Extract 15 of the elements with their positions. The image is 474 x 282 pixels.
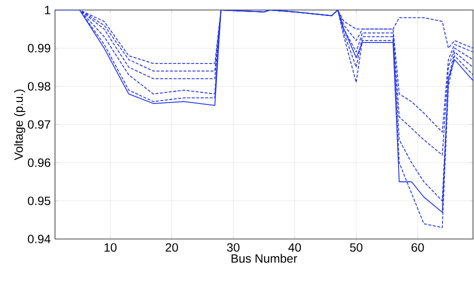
- x-tick-label: 40: [288, 243, 301, 252]
- y-tick-label: 0.95: [28, 196, 50, 206]
- x-tick-label: 60: [412, 243, 424, 252]
- x-tick-label: 10: [104, 243, 117, 252]
- x-tick-label: 20: [166, 243, 178, 252]
- y-tick-label: 0.98: [28, 82, 50, 91]
- y-tick-label: 0.96: [28, 158, 50, 167]
- y-tick-label: 0.99: [28, 44, 50, 52]
- y-tick-label: 1: [45, 6, 50, 14]
- x-tick-label: 30: [227, 243, 240, 252]
- y-tick-label: 0.97: [28, 120, 50, 129]
- y-axis-title: Voltage (p.u.): [14, 90, 26, 160]
- y-tick-label: 0.94: [28, 234, 50, 244]
- x-axis-title: Bus Number: [232, 254, 298, 263]
- x-tick-label: 50: [350, 243, 362, 252]
